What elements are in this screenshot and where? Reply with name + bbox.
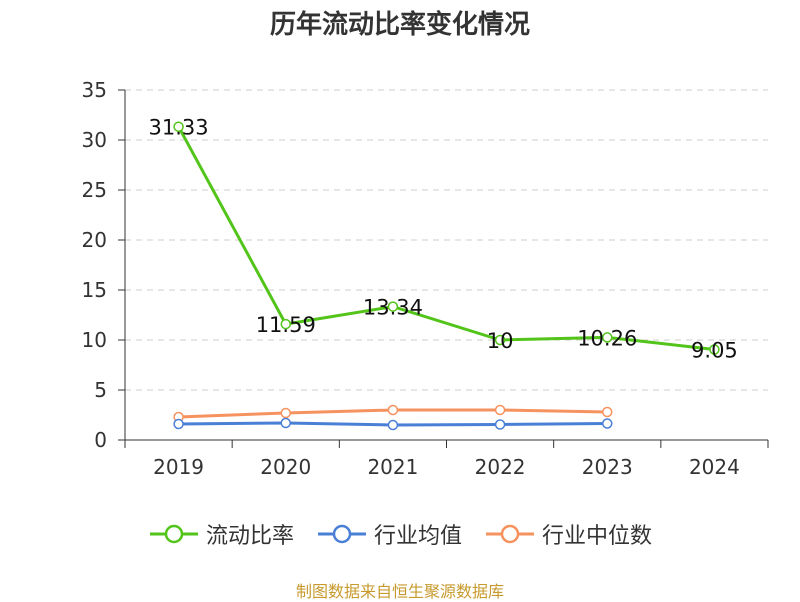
data-point xyxy=(280,318,291,330)
x-tick-label: 2023 xyxy=(582,455,633,479)
x-tick-label: 2019 xyxy=(153,455,204,479)
data-labels: 31.33 11.59 13.34 10 10.26 9.05 xyxy=(149,116,738,363)
chart-title: 历年流动比率变化情况 xyxy=(269,10,530,40)
data-point xyxy=(387,419,399,431)
legend: 流动比率 行业均值 行业中位数 xyxy=(0,518,800,550)
series-line xyxy=(177,125,715,351)
data-point xyxy=(494,419,506,430)
legend-label: 行业均值 xyxy=(373,524,462,549)
legend-label: 流动比率 xyxy=(205,524,294,549)
y-tick-label: 10 xyxy=(82,328,107,352)
data-point xyxy=(494,404,506,416)
data-point xyxy=(173,418,184,430)
legend-line-icon xyxy=(149,524,198,544)
data-point xyxy=(602,406,613,418)
data-label: 13.34 xyxy=(363,296,423,320)
data-label: 11.59 xyxy=(256,313,316,337)
y-tick-label: 30 xyxy=(82,128,107,152)
data-label: 31.33 xyxy=(149,116,209,140)
data-point xyxy=(387,404,399,416)
y-tick-label: 5 xyxy=(94,378,107,402)
legend-item-current-ratio[interactable]: 流动比率 xyxy=(148,518,294,550)
x-tick-label: 2020 xyxy=(260,455,311,479)
y-tick-label: 20 xyxy=(82,228,107,252)
legend-line-icon xyxy=(486,524,534,544)
y-tick-label: 35 xyxy=(82,78,107,102)
data-point xyxy=(387,301,399,312)
x-tick-label: 2021 xyxy=(367,455,418,479)
legend-item-industry-median[interactable]: 行业中位数 xyxy=(484,518,652,550)
source-note: 制图数据来自恒生聚源数据库 xyxy=(295,582,504,601)
x-tick-label: 2022 xyxy=(475,455,526,479)
data-point xyxy=(280,407,291,419)
legend-label: 行业中位数 xyxy=(542,524,653,549)
grid-lines xyxy=(125,89,768,391)
y-tick-label: 0 xyxy=(94,428,107,452)
data-point xyxy=(280,417,291,429)
axes: 0 5 10 15 20 25 30 35 2019 2020 2021 2022 2023 2024 xyxy=(82,78,769,479)
data-point xyxy=(494,334,506,346)
series-layer xyxy=(173,121,720,431)
y-tick-label: 15 xyxy=(82,278,107,302)
legend-line-icon xyxy=(317,524,366,544)
data-point xyxy=(709,344,720,355)
data-point xyxy=(602,418,613,429)
data-point xyxy=(173,121,184,132)
data-label: 10 xyxy=(487,329,514,353)
x-tick-label: 2024 xyxy=(689,455,740,479)
data-label: 9.05 xyxy=(691,339,738,363)
data-point xyxy=(602,332,613,343)
y-tick-label: 25 xyxy=(82,178,107,202)
legend-item-industry-mean[interactable]: 行业均值 xyxy=(316,518,462,550)
data-label: 10.26 xyxy=(577,326,637,350)
